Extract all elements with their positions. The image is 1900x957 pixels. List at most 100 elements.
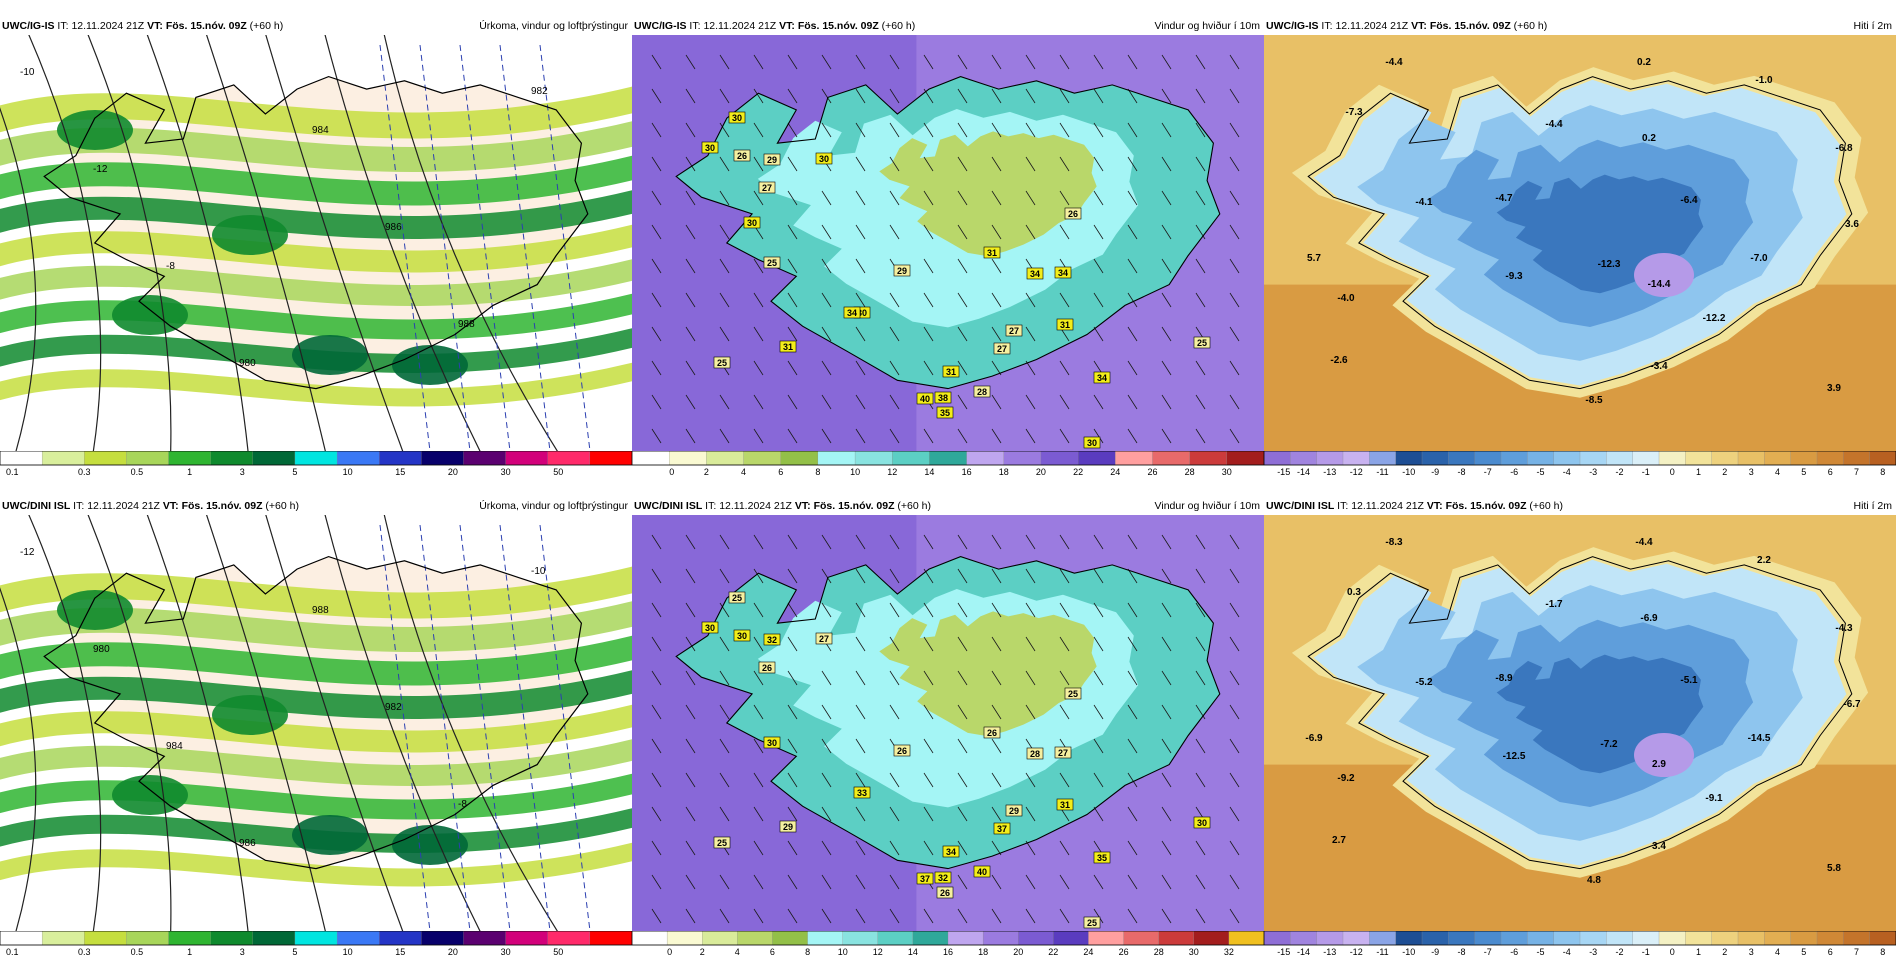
panel-ig-temp: UWC/IG-IS IT: 12.11.2024 21Z VT: Fös. 15… xyxy=(1264,17,1896,477)
gust-label: 40 xyxy=(920,394,930,404)
legend-swatch xyxy=(1711,931,1739,946)
legend-tick-label: -15 xyxy=(1277,947,1290,957)
legend-tick-label: 50 xyxy=(553,467,563,477)
legend-swatch xyxy=(1579,451,1607,466)
map-area[interactable]: -12 980 984 986 988 982 -8 -10 xyxy=(0,515,632,931)
legend-tick-label: -12 xyxy=(1350,467,1363,477)
map-area[interactable]: -10 -12 -8 980 984 986 988 982 xyxy=(0,35,632,451)
gust-label: 30 xyxy=(732,113,742,123)
isobar-label: -8 xyxy=(458,799,467,810)
legend-swatch xyxy=(1500,931,1528,946)
color-legend: 0.1 0.3 0.5 1 3 5 10 15 20 30 50 xyxy=(0,451,632,477)
legend-swatch xyxy=(41,451,85,466)
legend-swatch xyxy=(632,931,668,946)
legend-tick-label: 5 xyxy=(1801,947,1806,957)
gust-label: 25 xyxy=(717,838,727,848)
legend-swatch xyxy=(1264,931,1291,946)
legend-tick-label: 4 xyxy=(741,467,746,477)
legend-tick-label: 0.1 xyxy=(6,947,19,957)
legend-swatch xyxy=(336,931,380,946)
temp-label: 2.2 xyxy=(1757,555,1771,566)
gust-label: 25 xyxy=(1068,689,1078,699)
legend-swatch xyxy=(1579,931,1607,946)
legend-swatch xyxy=(252,931,296,946)
legend-swatch xyxy=(1711,451,1739,466)
legend-swatch xyxy=(1395,931,1423,946)
legend-tick-label: 10 xyxy=(343,467,353,477)
legend-swatch xyxy=(379,931,422,946)
temp-label: -7.0 xyxy=(1750,253,1768,264)
legend-tick-label: 4 xyxy=(1775,947,1780,957)
legend-swatch xyxy=(702,931,738,946)
legend-swatch xyxy=(252,451,296,466)
legend-swatch xyxy=(1152,451,1191,466)
gust-label: 34 xyxy=(946,847,956,857)
gust-label: 27 xyxy=(762,183,772,193)
legend-swatch xyxy=(1189,451,1228,466)
temp-label: -14.4 xyxy=(1648,279,1671,290)
legend-swatch xyxy=(817,451,856,466)
legend-tick-label: 30 xyxy=(1222,467,1232,477)
legend-tick-label: -5 xyxy=(1536,947,1544,957)
legend-swatch xyxy=(1553,451,1581,466)
isobar-label: 984 xyxy=(166,741,183,752)
legend-tick-label: 7 xyxy=(1854,947,1859,957)
legend-swatch xyxy=(1474,451,1502,466)
gust-label: 30 xyxy=(1197,818,1207,828)
gust-label: 27 xyxy=(819,634,829,644)
init-time: 12.11.2024 21Z xyxy=(87,500,160,512)
legend-tick-label: 0 xyxy=(1670,947,1675,957)
legend-tick-label: 20 xyxy=(448,467,458,477)
legend-swatch xyxy=(1843,451,1871,466)
legend-swatch xyxy=(737,931,774,946)
legend-swatch xyxy=(168,451,212,466)
gust-label: 29 xyxy=(1009,806,1019,816)
temp-label: 0.2 xyxy=(1642,133,1656,144)
legend-swatch xyxy=(929,451,968,466)
gust-label: 31 xyxy=(946,367,956,377)
temp-label: 3.6 xyxy=(1845,219,1859,230)
legend-tick-label: 30 xyxy=(501,947,511,957)
panel-ig-wind: UWC/IG-IS IT: 12.11.2024 21Z VT: Fös. 15… xyxy=(632,17,1264,477)
temp-label: -3.4 xyxy=(1650,361,1668,372)
legend-swatch xyxy=(1685,451,1713,466)
temp-label: -7.2 xyxy=(1600,739,1618,750)
legend-swatch xyxy=(1869,451,1896,466)
gust-label: 30 xyxy=(737,631,747,641)
gust-label: 30 xyxy=(819,154,829,164)
isobar-label: 988 xyxy=(458,319,475,330)
legend-tick-label: 3 xyxy=(240,947,245,957)
legend-swatch xyxy=(1816,451,1844,466)
legend-tick-label: 26 xyxy=(1147,467,1157,477)
legend-swatch xyxy=(336,451,380,466)
legend-tick-label: 24 xyxy=(1110,467,1120,477)
panel-dini-temp: UWC/DINI ISL IT: 12.11.2024 21Z VT: Fös.… xyxy=(1264,497,1896,957)
legend-swatch xyxy=(41,931,85,946)
color-legend: 0 2 4 6 8 10 12 14 16 18 20 22 24 26 28 30 32 xyxy=(632,931,1264,957)
legend-tick-label: 5 xyxy=(292,947,297,957)
temp-label: -7.3 xyxy=(1345,107,1363,118)
legend-tick-label: 0 xyxy=(669,467,674,477)
legend-tick-label: 16 xyxy=(943,947,953,957)
gust-label: 34 xyxy=(1030,269,1040,279)
legend-swatch xyxy=(947,931,984,946)
map-area[interactable]: 30 30 26 29 30 27 29 31 34 34 27 30 31 26 35 31 40 27 31 38… xyxy=(632,35,1264,451)
temp-label: -2.6 xyxy=(1330,355,1348,366)
legend-swatch xyxy=(666,931,703,946)
legend-swatch xyxy=(1193,931,1230,946)
panel-title: Úrkoma, vindur og loftþrýstingur xyxy=(479,500,628,512)
temp-label: -8.9 xyxy=(1495,673,1513,684)
map-area[interactable]: 25 30 30 32 27 26 26 26 28 27 29 33 31 25 26 29 37 37 34 32… xyxy=(632,515,1264,931)
legend-tick-label: 3 xyxy=(1749,947,1754,957)
legend-swatch xyxy=(210,451,254,466)
panel-header: UWC/IG-IS IT: 12.11.2024 21Z VT: Fös. 15… xyxy=(1264,17,1896,35)
legend-tick-label: -9 xyxy=(1431,467,1439,477)
map-area[interactable]: -4.4 0.2 -1.0 -7.3 -4.4 0.2 -6.8 -4.1 -4.7 -6.4 3.… xyxy=(1264,35,1896,451)
lead-time: (+60 h) xyxy=(249,20,284,32)
legend-tick-label: 18 xyxy=(978,947,988,957)
legend-tick-label: 0.5 xyxy=(131,947,144,957)
legend-swatch xyxy=(1158,931,1195,946)
legend-swatch xyxy=(421,451,465,466)
map-area[interactable]: -8.3 -4.4 2.2 0.3 -1.7 -6.9 -4.3 -5.2 -8.9 -5.1 -6… xyxy=(1264,515,1896,931)
gust-label: 25 xyxy=(717,358,727,368)
